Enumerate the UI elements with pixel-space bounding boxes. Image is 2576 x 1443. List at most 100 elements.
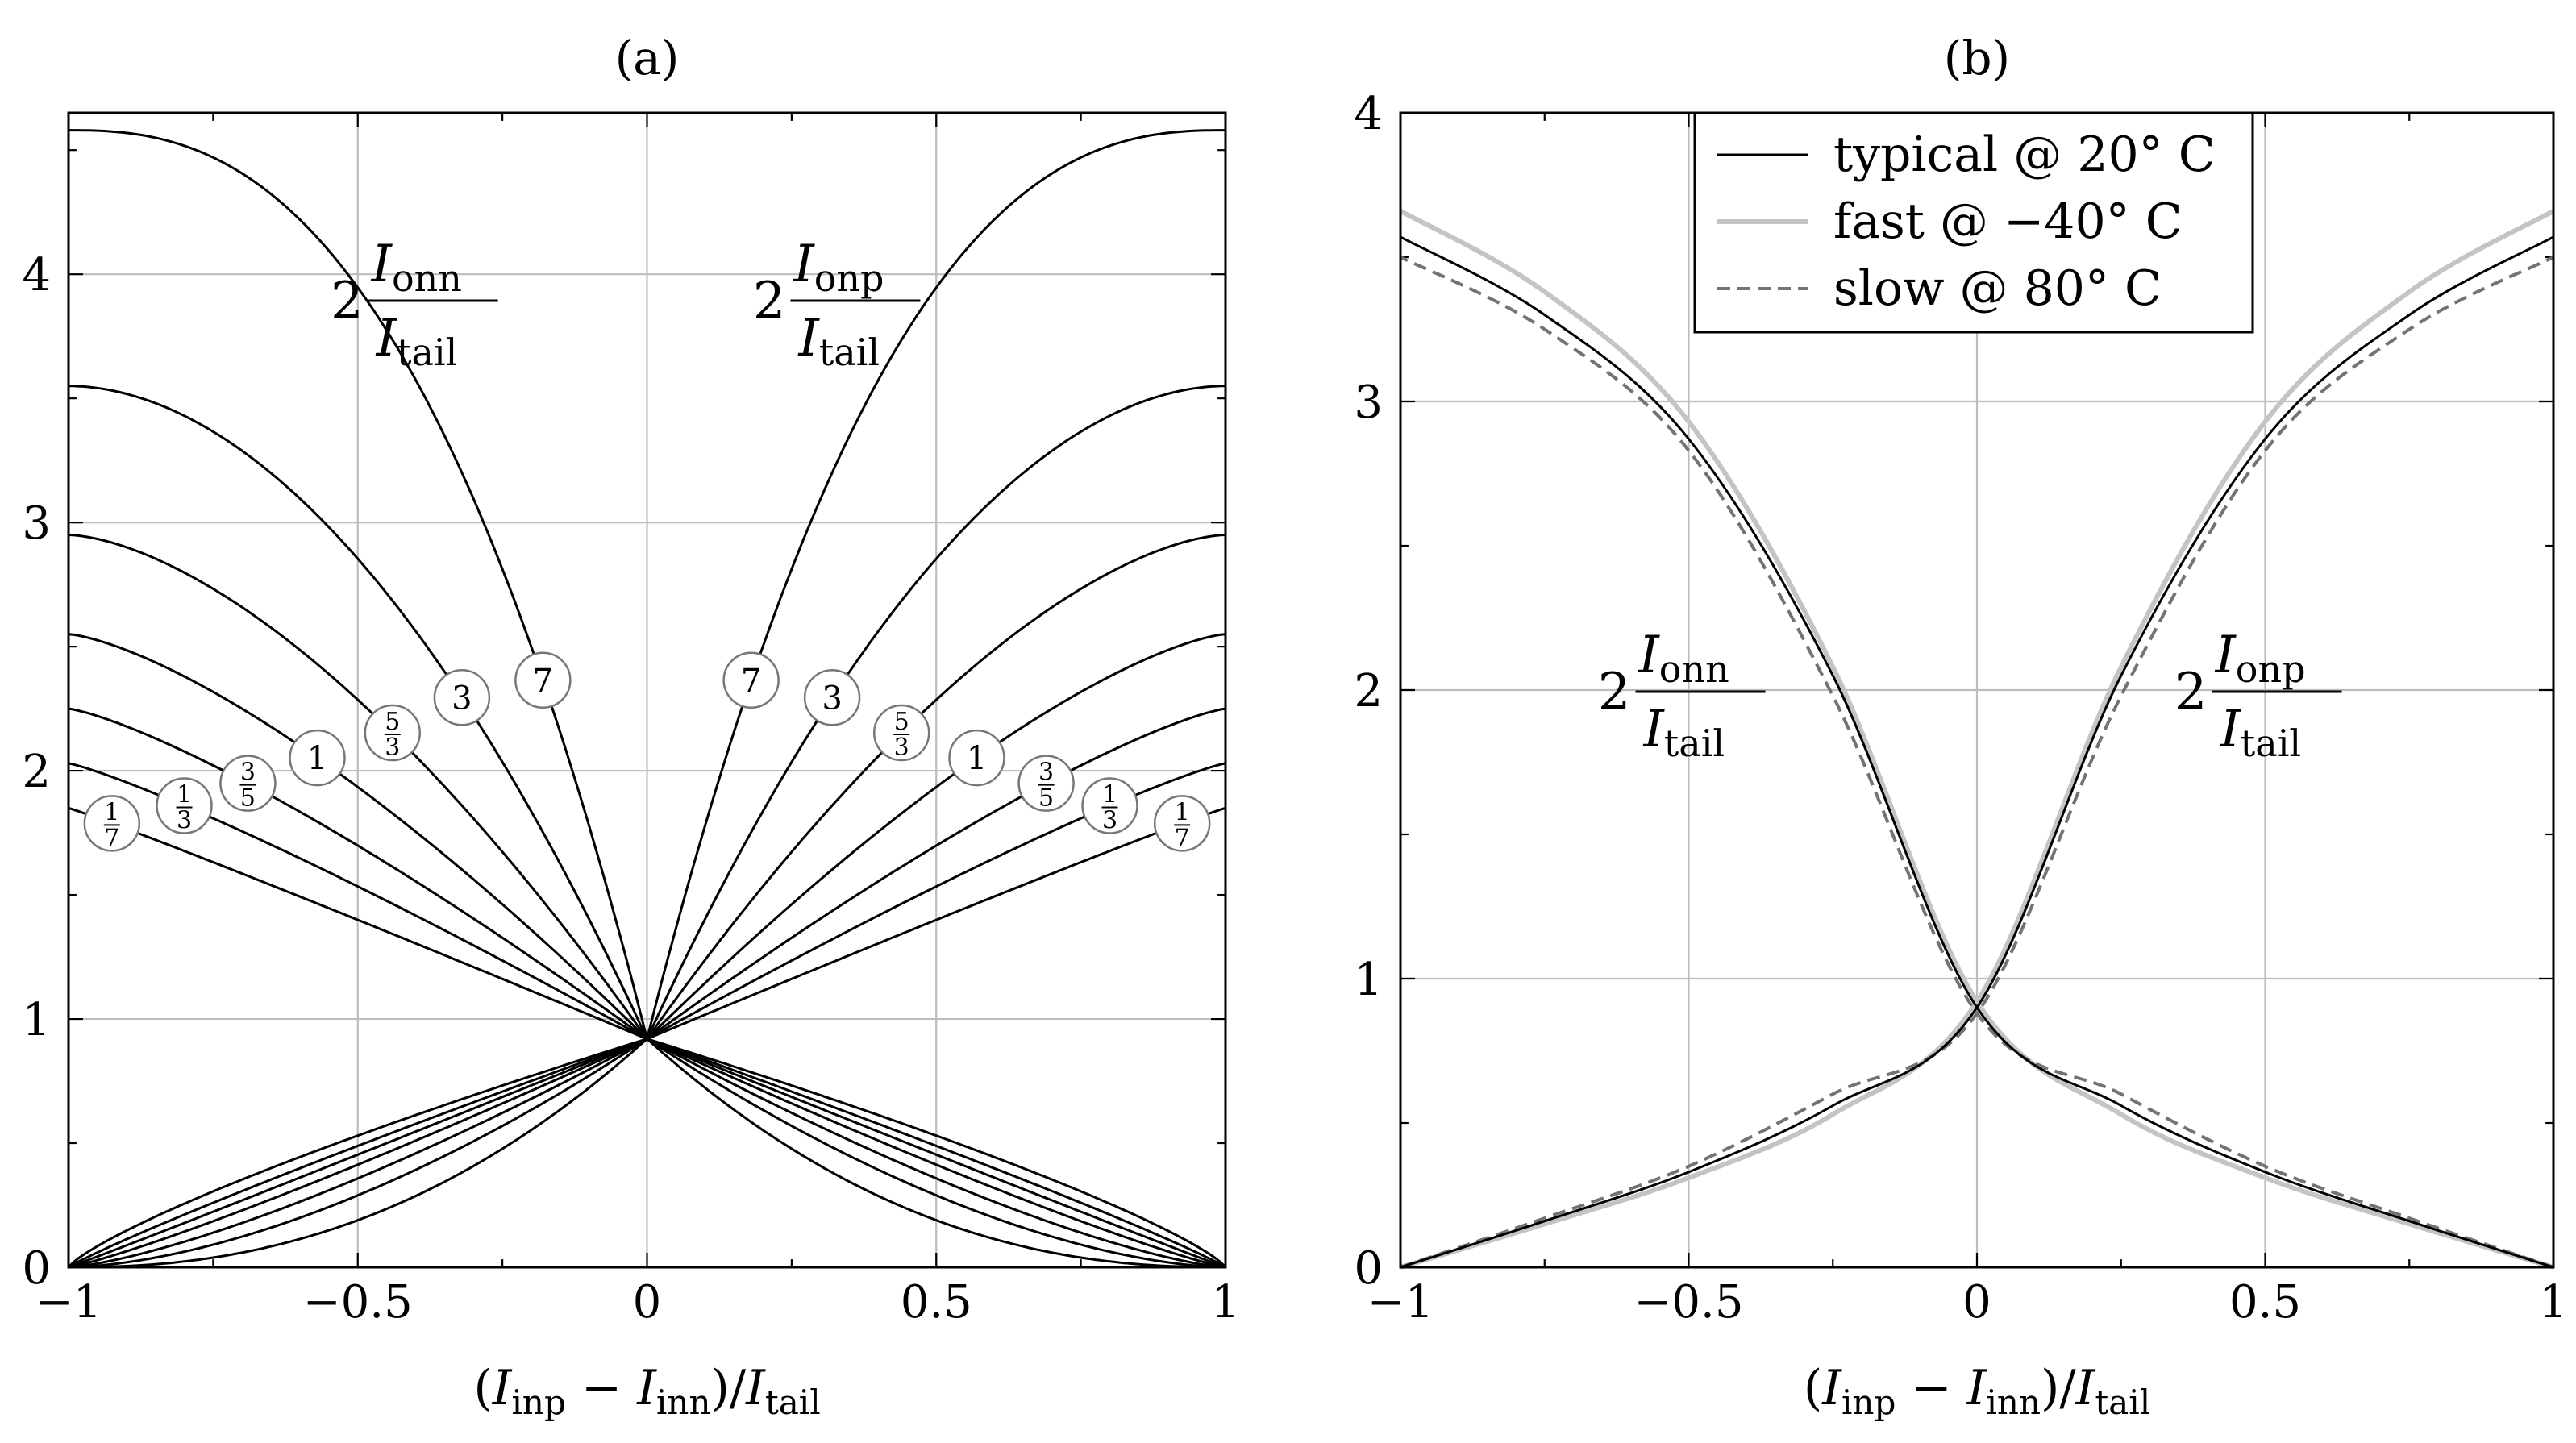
annotation-den-symbol: I: [1643, 700, 1666, 759]
annotation-num-symbol: I: [793, 235, 815, 294]
series-label-denominator: 7: [104, 824, 119, 852]
x-axis-label-part: inn: [1986, 1383, 2041, 1422]
series-label-circle: [1153, 795, 1211, 852]
annotation-num-symbol: I: [371, 235, 393, 294]
annotation-den-sub: tail: [819, 331, 880, 374]
x-axis-label-part: I: [1966, 1360, 1987, 1416]
series-onn-low-5: [646, 1038, 1226, 1269]
annotation-coefficient: 2: [2174, 663, 2208, 722]
x-tick-label: 0.5: [901, 1276, 972, 1329]
series-label-circle: [364, 704, 422, 762]
series-label-circle: [433, 669, 491, 726]
annotation-coefficient: 2: [331, 272, 364, 331]
series-onp-low-6: [69, 1038, 648, 1269]
annotation-den-symbol: I: [797, 309, 820, 368]
series-label-circle: [1081, 777, 1138, 834]
series-label-denominator: 3: [385, 734, 400, 762]
series-onp-low-1: [68, 1038, 647, 1269]
series-onn-low-4: [646, 1038, 1226, 1269]
legend-entry-label: fast @ −40° C: [1833, 193, 2183, 250]
series-onp-4: [646, 534, 1226, 1040]
x-axis-label-part: (: [1804, 1360, 1822, 1416]
x-tick-label: 1: [2539, 1276, 2568, 1329]
series-onn-1: [1399, 209, 2554, 1270]
series-label: 17: [83, 795, 141, 852]
series-onp-0: [646, 806, 1226, 1041]
y-tick-label: 2: [1354, 665, 1383, 717]
y-tick-label: 2: [22, 746, 51, 798]
y-tick-label: 3: [22, 497, 51, 550]
plot-frame: [67, 111, 1227, 1269]
x-axis-label: (Iinp − Iinn)/Itail: [1804, 1360, 2150, 1422]
annotation-num-sub: onp: [2236, 647, 2306, 691]
series-label: 35: [219, 755, 277, 813]
series-label-numerator: 5: [385, 708, 400, 736]
series-label-circle: [83, 795, 141, 852]
series-label-denominator: 3: [177, 807, 192, 835]
annotation-coefficient: 2: [1598, 663, 1631, 722]
series-onn-low-3: [646, 1038, 1226, 1269]
annotation-numerator: Ionn: [371, 235, 462, 300]
series-onp-low-3: [68, 1038, 648, 1269]
series-label-denominator: 5: [240, 784, 256, 813]
series-onp-1: [1400, 209, 2555, 1270]
series-label-numerator: 5: [894, 708, 909, 736]
series-onp-low-0: [67, 1038, 647, 1269]
series-label-text: 7: [533, 663, 553, 700]
series-label-text: 7: [741, 663, 761, 700]
series-label: 3: [433, 669, 491, 726]
series-onn-low-6: [646, 1038, 1226, 1269]
x-axis-label-part: I: [2075, 1360, 2096, 1416]
series-label-text: 3: [452, 680, 472, 717]
chart-title: (b): [1944, 31, 2010, 85]
series-label-numerator: 1: [177, 781, 192, 809]
series-label-text: 1: [307, 740, 327, 777]
x-tick-label: 0: [1962, 1276, 1991, 1329]
x-axis-label-part: inp: [1841, 1383, 1896, 1422]
annotation-num-sub: onp: [814, 256, 884, 300]
x-axis-label-part: I: [745, 1360, 766, 1416]
x-tick-label: −1: [35, 1276, 102, 1329]
x-axis-label-part: tail: [2095, 1383, 2150, 1422]
series-label: 13: [156, 777, 213, 835]
series-onp-2: [646, 707, 1226, 1040]
x-axis-label-part: (: [473, 1360, 492, 1416]
series-label-numerator: 1: [104, 798, 119, 826]
series-onn-0: [1400, 235, 2554, 1269]
x-axis-label-part: −: [1896, 1360, 1966, 1416]
series-label: 1: [289, 729, 346, 787]
chart-title: (a): [615, 31, 680, 85]
x-axis-label-part: tail: [765, 1383, 821, 1422]
series-label: 35: [1017, 755, 1075, 813]
series-label: 13: [1081, 777, 1138, 835]
annotation-numerator: Ionp: [2215, 626, 2306, 691]
series-onn-0: [68, 806, 648, 1041]
annotation-num-symbol: I: [2215, 626, 2237, 685]
plot-frame: [1399, 111, 2555, 1269]
x-tick-label: −0.5: [1634, 1276, 1744, 1329]
x-axis-label-part: )/: [2041, 1360, 2076, 1416]
annotation-denominator: Itail: [797, 309, 880, 374]
y-tick-label: 1: [1354, 954, 1383, 1006]
annotation-numerator: Ionn: [1638, 626, 1729, 691]
series-onp-3: [646, 633, 1226, 1040]
x-axis-label-part: I: [492, 1360, 513, 1416]
x-axis-label-part: inp: [511, 1383, 565, 1422]
annotation-numerator: Ionp: [793, 235, 884, 300]
series-onp-5: [646, 385, 1226, 1040]
series-label: 7: [722, 651, 780, 709]
series-onp-low-2: [68, 1038, 648, 1269]
series-label-circle: [289, 729, 346, 787]
annotation-denominator: Itail: [376, 309, 458, 374]
x-axis-label-part: I: [636, 1360, 657, 1416]
series-label-circle: [156, 777, 213, 834]
annotation-denominator: Itail: [1643, 700, 1725, 765]
y-tick-label: 4: [1354, 88, 1383, 140]
x-axis-label-part: I: [1821, 1360, 1842, 1416]
series-label-denominator: 7: [1175, 824, 1190, 852]
series-label-circle: [872, 704, 930, 762]
